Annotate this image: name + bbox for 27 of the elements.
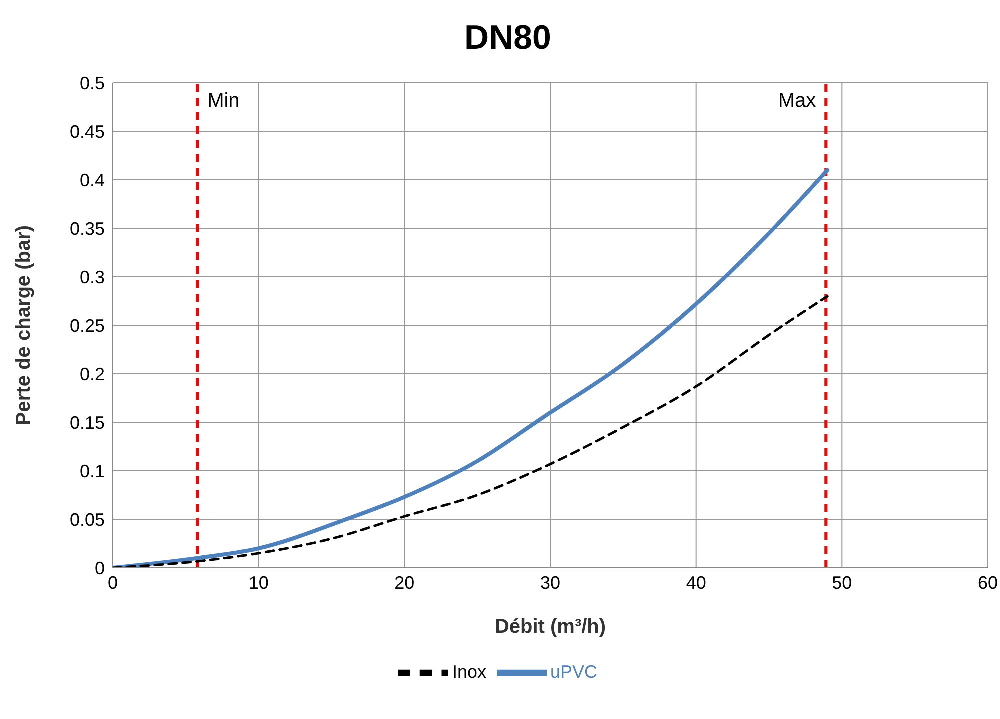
legend-label: Inox — [452, 662, 486, 682]
legend-label: uPVC — [550, 662, 598, 682]
ref-line-label: Min — [208, 90, 240, 112]
x-tick-label: 30 — [540, 572, 561, 593]
x-tick-label: 50 — [832, 572, 852, 593]
y-tick-label: 0.2 — [80, 364, 105, 384]
y-tick-label: 0.45 — [70, 122, 105, 142]
y-tick-label: 0.4 — [80, 170, 105, 190]
y-tick-label: 0.35 — [70, 218, 105, 239]
y-tick-label: 0.1 — [80, 461, 105, 482]
y-tick-label: 0.5 — [80, 73, 105, 94]
chart-title: DN80 — [464, 18, 552, 59]
y-tick-label: 0.3 — [80, 267, 105, 288]
x-tick-label: 60 — [978, 572, 998, 593]
y-tick-label: 0 — [94, 558, 105, 578]
y-axis-title: Perte de charge (bar) — [13, 225, 36, 426]
x-tick-label: 40 — [686, 572, 706, 593]
x-tick-label: 0 — [108, 572, 118, 593]
y-tick-label: 0.25 — [70, 316, 105, 336]
x-tick-label: 20 — [394, 572, 415, 593]
x-axis-title: Débit (m³/h) — [494, 616, 606, 638]
y-tick-label: 0.15 — [70, 412, 105, 433]
x-tick-label: 10 — [248, 572, 269, 593]
line-series — [113, 168, 830, 568]
y-tick-label: 0.05 — [70, 510, 105, 530]
line-series — [113, 295, 829, 568]
ref-line-label: Max — [778, 90, 816, 112]
